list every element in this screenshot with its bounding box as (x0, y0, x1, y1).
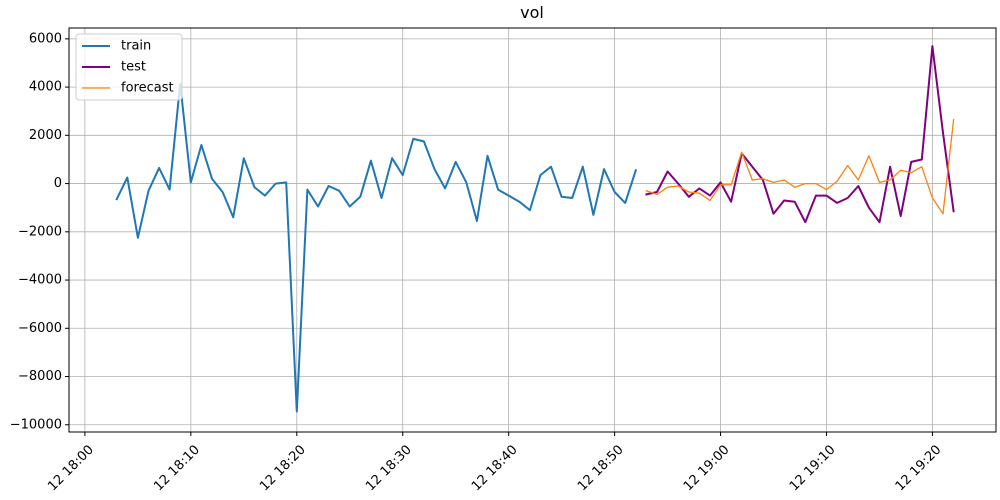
grid (69, 28, 996, 432)
x-tick-label: 12 18:20 (257, 442, 309, 494)
x-axis: 12 18:00 12 18:10 12 18:20 12 18:30 12 18:40… (45, 432, 944, 494)
series-lines (115, 45, 955, 413)
y-tick-label: 6000 (29, 31, 62, 46)
y-tick-label: 0 (54, 176, 62, 191)
legend-label-forecast: forecast (121, 81, 174, 96)
y-tick-label: −8000 (18, 369, 62, 384)
x-tick-label: 12 19:00 (681, 442, 733, 494)
y-tick-label: −10000 (10, 417, 62, 432)
chart-title: vol (520, 3, 544, 22)
plot-frame (68, 27, 997, 433)
legend: train test forecast (75, 33, 183, 101)
y-tick-label: −2000 (18, 224, 62, 239)
x-tick-label: 12 18:30 (363, 442, 415, 494)
x-tick-label: 12 18:40 (469, 442, 521, 494)
x-tick-label: 12 18:10 (151, 442, 203, 494)
y-tick-label: 4000 (29, 80, 62, 95)
x-tick-label: 12 18:00 (45, 442, 97, 494)
x-tick-label: 12 19:10 (787, 442, 839, 494)
y-tick-label: 2000 (29, 128, 62, 143)
y-axis: 6000 4000 2000 0 −2000 −4000 −6000 −8000 −10000 (10, 31, 69, 432)
y-tick-label: −6000 (18, 321, 62, 336)
series-line-test (645, 45, 955, 224)
legend-label-test: test (121, 60, 146, 75)
legend-box (75, 33, 183, 101)
series-line-forecast (645, 118, 955, 215)
series-line-train (115, 82, 638, 413)
x-tick-label: 12 18:50 (575, 442, 627, 494)
legend-label-train: train (121, 39, 151, 54)
y-tick-label: −4000 (18, 273, 62, 288)
x-tick-label: 12 19:20 (893, 442, 945, 494)
